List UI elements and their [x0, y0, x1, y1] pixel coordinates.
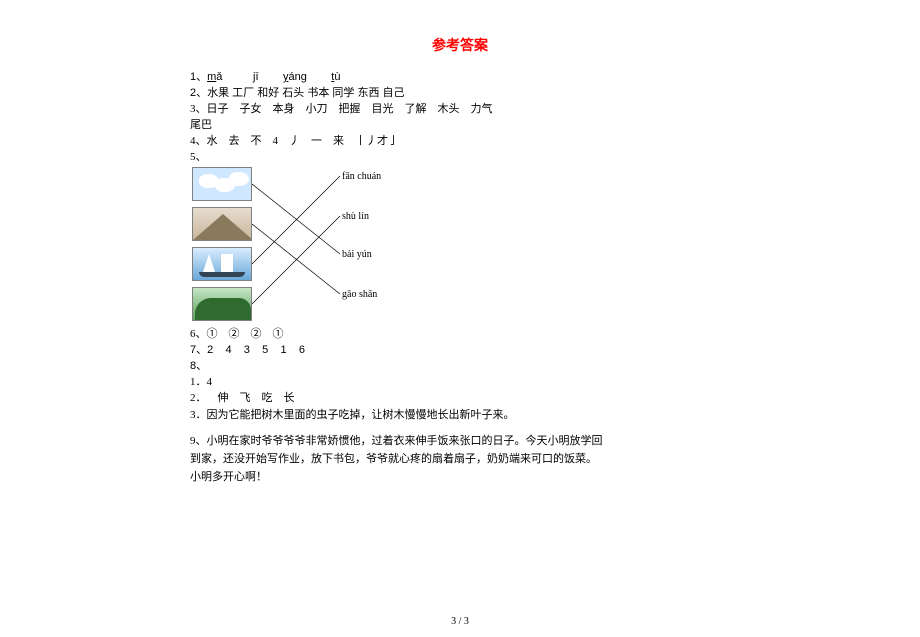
q6-text: ① ② ② ①	[207, 328, 284, 340]
page-footer: 3 / 3	[0, 616, 920, 627]
q1-b2: ī	[255, 71, 258, 83]
answer-8-label: 8、	[190, 358, 730, 374]
thumb-ship	[192, 247, 252, 281]
answer-key-title: 参考答案	[190, 35, 730, 55]
q1-c2: áng	[288, 71, 306, 83]
q4-text: 水 去 不 4 丿 一 来 丨丿才亅	[207, 135, 400, 147]
answer-5-label: 5、	[190, 149, 730, 165]
q2-num: 2、	[190, 87, 207, 99]
pinyin-2: bái yún	[342, 249, 372, 260]
pinyin-0: fān chuán	[342, 171, 381, 182]
answer-6: 6、① ② ② ①	[190, 326, 730, 342]
q2-text: 水果 工厂 和好 石头 书本 同学 东西 自己	[207, 87, 404, 99]
answer-3-row1: 3、日子 子女 本身 小刀 把握 目光 了解 木头 力气	[190, 101, 730, 117]
answer-2: 2、水果 工厂 和好 石头 书本 同学 东西 自己	[190, 85, 730, 101]
matching-diagram: fān chuán shù lín bái yún gāo shān	[190, 167, 470, 322]
thumb-mountain	[192, 207, 252, 241]
q3-row1: 日子 子女 本身 小刀 把握 目光 了解 木头 力气	[207, 103, 493, 115]
q1-d2: ù	[334, 71, 340, 83]
answer-3-row2: 尾巴	[190, 117, 730, 133]
q1-num: 1、	[190, 71, 207, 83]
answer-4: 4、水 去 不 4 丿 一 来 丨丿才亅	[190, 133, 730, 149]
matching-lines-svg	[252, 167, 342, 322]
q7-text: 2 4 3 5 1 6	[207, 344, 305, 356]
q6-num: 6、	[190, 328, 207, 340]
pinyin-1: shù lín	[342, 211, 369, 222]
q9-l2: 到家，还没开始写作业，放下书包，爷爷就心疼的扇着扇子，奶奶端来可口的饭菜。	[190, 453, 597, 465]
thumb-forest	[192, 287, 252, 321]
q1-a: m	[207, 71, 216, 83]
answer-8-3: 3．因为它能把树木里面的虫子吃掉，让树木慢慢地长出新叶子来。	[190, 406, 730, 424]
q1-a2: ǎ	[216, 71, 222, 83]
q7-num: 7、	[190, 344, 207, 356]
answer-1: 1、mǎ jī yáng tù	[190, 69, 730, 85]
thumb-clouds	[192, 167, 252, 201]
answer-7: 7、2 4 3 5 1 6	[190, 342, 730, 358]
answer-9: 9、小明在家时爷爷爷爷非常娇惯他，过着衣来伸手饭来张口的日子。今天小明放学回到家…	[190, 432, 730, 486]
q9-l3: 小明多开心啊！	[190, 471, 267, 483]
q3-num: 3、	[190, 103, 207, 115]
document-page: 参考答案 1、mǎ jī yáng tù 2、水果 工厂 和好 石头 书本 同学…	[0, 0, 920, 637]
q9-l1: 小明在家时爷爷爷爷非常娇惯他，过着衣来伸手饭来张口的日子。今天小明放学回	[207, 435, 603, 447]
pinyin-3: gāo shān	[342, 289, 377, 300]
q9-num: 9、	[190, 435, 207, 447]
answer-8-1: 1．4	[190, 374, 730, 390]
q4-num: 4、	[190, 135, 207, 147]
answer-8-2: 2． 伸 飞 吃 长	[190, 390, 730, 406]
